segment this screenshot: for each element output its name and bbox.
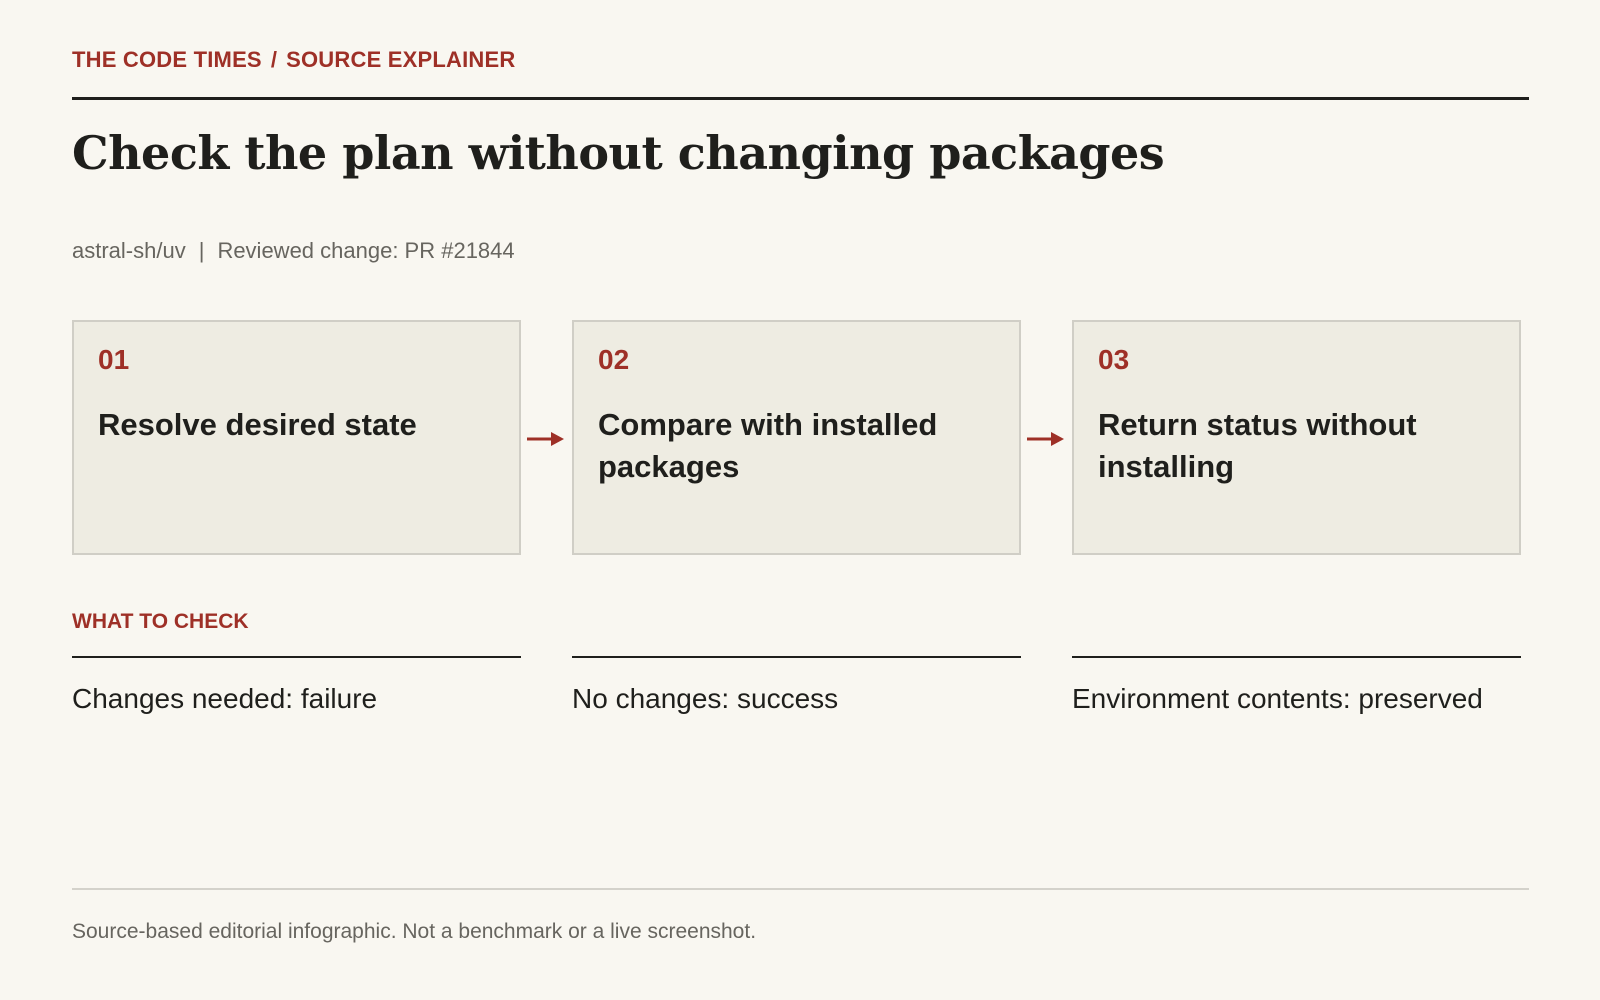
step-label: Compare with installed packages	[598, 407, 938, 484]
what-to-check-title: WHAT TO CHECK	[72, 610, 249, 633]
check-item-text: Environment contents: preserved	[1072, 683, 1483, 714]
step-number: 01	[98, 344, 130, 375]
step-card-3: 03 Return status without installing	[1072, 320, 1521, 555]
step-label: Resolve desired state	[98, 407, 417, 442]
footer-rule	[72, 888, 1529, 890]
kicker: THE CODE TIMES / SOURCE EXPLAINER	[72, 47, 515, 73]
meta-line: astral-sh/uv | Reviewed change: PR #21844	[72, 238, 515, 264]
footnote: Source-based editorial infographic. Not …	[72, 920, 757, 943]
step-card-2: 02 Compare with installed packages	[572, 320, 1021, 555]
step-card-1: 01 Resolve desired state	[72, 320, 521, 555]
check-item-3: Environment contents: preserved	[1072, 656, 1521, 715]
headline: Check the plan without changing packages	[72, 126, 1165, 180]
check-item-1: Changes needed: failure	[72, 656, 521, 715]
reviewed-change: Reviewed change: PR #21844	[217, 238, 515, 263]
check-item-2: No changes: success	[572, 656, 1021, 715]
meta-separator: |	[198, 238, 205, 263]
section-name: SOURCE EXPLAINER	[286, 47, 516, 72]
repo-name: astral-sh/uv	[72, 238, 186, 263]
step-number: 02	[598, 344, 630, 375]
check-item-text: Changes needed: failure	[72, 683, 378, 714]
arrow-right-icon	[527, 432, 564, 446]
publication-name: THE CODE TIMES	[72, 47, 262, 72]
kicker-separator: /	[270, 47, 278, 72]
arrow-right-icon	[1027, 432, 1064, 446]
check-item-text: No changes: success	[572, 683, 839, 714]
step-number: 03	[1098, 344, 1130, 375]
header-rule	[72, 97, 1529, 100]
step-label: Return status without installing	[1098, 407, 1417, 484]
